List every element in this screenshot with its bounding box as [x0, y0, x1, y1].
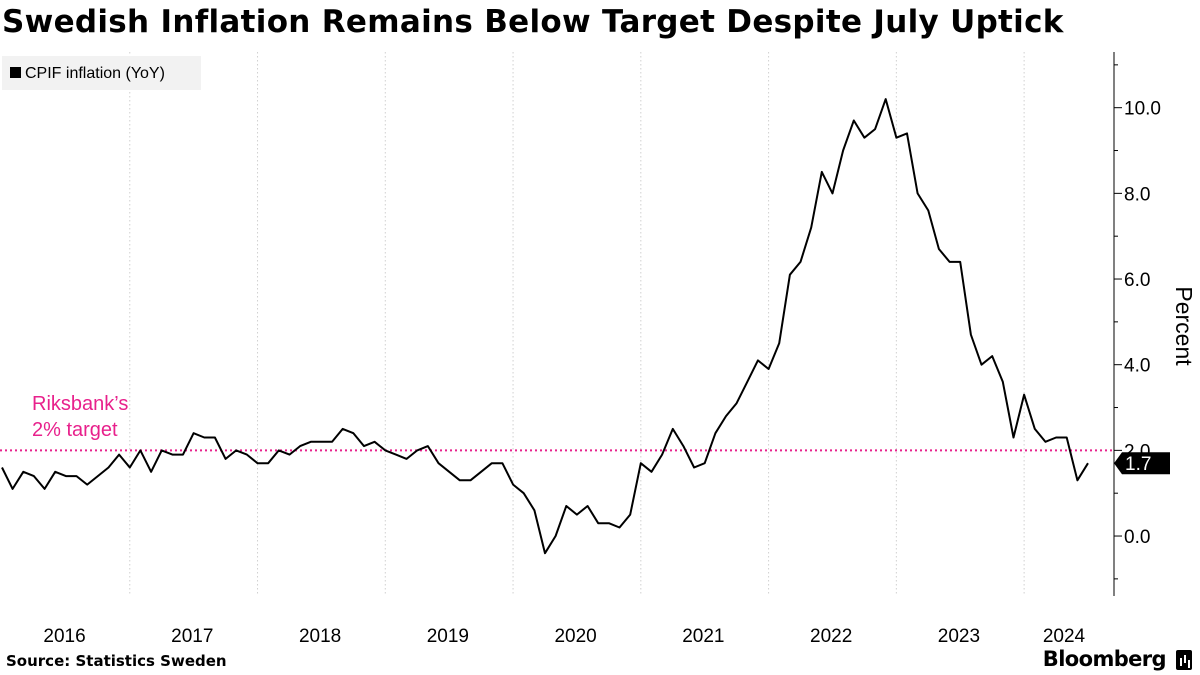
last-value-label: 1.7: [1125, 454, 1151, 475]
target-annotation: Riksbank’s 2% target: [0, 393, 1114, 452]
y-tick-label: 8.0: [1124, 184, 1150, 205]
legend-box: [2, 56, 201, 90]
chart-title: Swedish Inflation Remains Below Target D…: [2, 4, 1064, 40]
bloomberg-logo: Bloomberg: [1042, 647, 1167, 671]
y-tick-label: 0.0: [1124, 527, 1150, 548]
x-tick-label: 2016: [43, 626, 85, 647]
legend: CPIF inflation (YoY): [2, 56, 201, 90]
bloomberg-chart-icon: [1176, 650, 1192, 670]
x-tick-label: 2018: [299, 626, 341, 647]
y-axis-label: Percent: [1171, 286, 1197, 366]
x-tick-label: 2024: [1043, 626, 1086, 647]
legend-label: CPIF inflation (YoY): [25, 65, 165, 82]
x-tick-label: 2020: [554, 626, 596, 647]
y-tick-label: 4.0: [1124, 356, 1150, 377]
series-group: [1, 98, 1089, 555]
legend-swatch: [10, 67, 21, 78]
x-axis: 2016 2017 2018 2019 2020 2021 2022 2023 2024: [43, 626, 1085, 647]
x-tick-label: 2022: [810, 626, 852, 647]
last-value-tag: [1114, 452, 1170, 475]
cpif-inflation-line: [1, 98, 1089, 555]
target-label-line1: Riksbank’s: [32, 393, 128, 415]
x-tick-label: 2023: [938, 626, 980, 647]
x-tick-label: 2019: [427, 626, 469, 647]
y-tick-label: 6.0: [1124, 270, 1150, 291]
x-tick-label: 2017: [171, 626, 213, 647]
target-label-line2: 2% target: [32, 419, 118, 441]
source-note: Source: Statistics Sweden: [6, 652, 227, 670]
y-tick-label: 10.0: [1124, 99, 1161, 120]
x-gridlines: [129, 52, 1025, 596]
x-tick-label: 2021: [682, 626, 724, 647]
